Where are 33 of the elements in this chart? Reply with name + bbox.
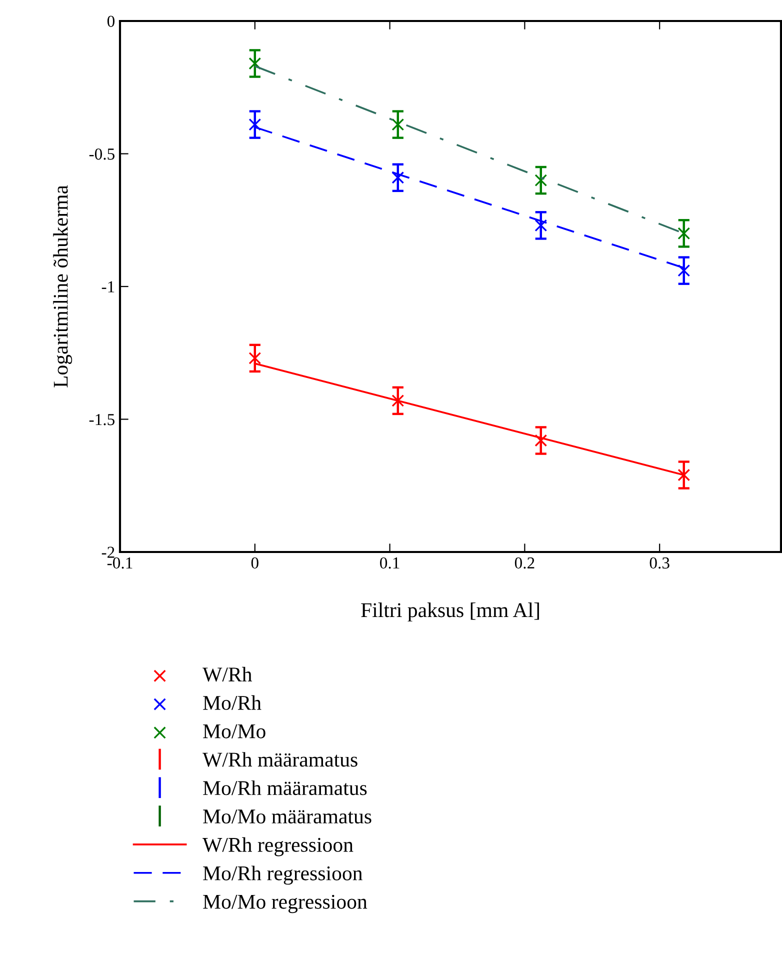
legend-label: Mo/Mo [203, 724, 266, 738]
x-axis-title: Filtri paksus [mm Al] [361, 602, 539, 622]
legend-label: Mo/Rh [203, 695, 262, 710]
point [678, 227, 690, 240]
point [678, 264, 690, 277]
x-tick-label: 0.3 [650, 557, 670, 569]
x-tick-label: 0.2 [514, 557, 534, 569]
point [678, 468, 690, 482]
y-tick-label: -2 [102, 546, 114, 558]
legend-label: W/Rh [202, 666, 252, 682]
x-tick-label: -0.1 [107, 557, 132, 569]
x-tick-label: 0.1 [380, 557, 400, 569]
x-tick-label: 0 [251, 557, 258, 569]
point [534, 219, 548, 232]
point [248, 57, 262, 70]
legend-label: Mo/Mo määramatus [203, 810, 372, 824]
y-tick-label: -1 [102, 281, 114, 292]
point [248, 352, 262, 364]
point [392, 171, 404, 184]
y-tick-label: 0 [107, 16, 115, 27]
legend-label: Mo/Rh määramatus [203, 780, 367, 796]
point [534, 434, 548, 447]
legend-label: Mo/Rh regressioon [203, 866, 362, 885]
point [392, 118, 404, 131]
point [534, 174, 548, 187]
y-tick-label: -0.5 [89, 148, 114, 160]
legend-label: W/Rh määramatus [202, 752, 358, 767]
legend-label: Mo/Mo regressioon [203, 894, 368, 914]
legend-label: W/Rh regressioon [202, 837, 354, 856]
y-tick-label: -1.5 [89, 414, 114, 426]
y-axis-title: Logaritmiline õhukerma [53, 185, 72, 388]
point [392, 394, 404, 407]
point [248, 118, 262, 131]
